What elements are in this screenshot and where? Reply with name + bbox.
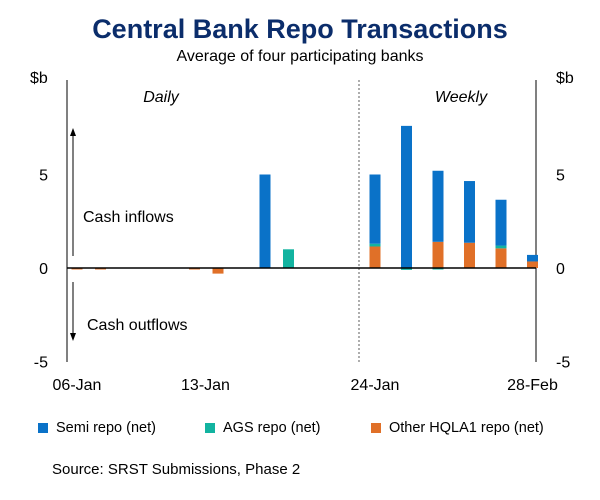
chart-subtitle: Average of four participating banks: [176, 48, 424, 65]
y-tick-label-left: -5: [34, 355, 48, 372]
bar-segment: [369, 174, 381, 244]
bar-segment: [527, 254, 538, 262]
legend-label-semi: Semi repo (net): [56, 420, 156, 436]
y-tick-label-right: 0: [556, 261, 565, 278]
x-tick-label: 28-Feb: [507, 377, 558, 394]
bar-segment: [212, 268, 224, 274]
chart-title: Central Bank Repo Transactions: [92, 14, 508, 44]
legend-label-ags: AGS repo (net): [223, 420, 321, 436]
y-tick-label-left: 5: [39, 168, 48, 185]
bar-segment: [495, 199, 507, 246]
bar-segment: [401, 268, 412, 270]
bar-segment: [259, 174, 271, 268]
bars: [71, 125, 538, 274]
annotation-cash-inflows: Cash inflows: [83, 209, 174, 226]
y-tick-label-right: 5: [556, 168, 565, 185]
x-tick-labels: 06-Jan 13-Jan 24-Jan 28-Feb: [53, 377, 558, 394]
bar-segment: [432, 170, 444, 242]
bar-segment: [401, 125, 412, 268]
legend-swatch-other: [371, 423, 381, 433]
bar-segment: [464, 181, 475, 243]
legend-label-other: Other HQLA1 repo (net): [389, 420, 544, 436]
outflow-arrowhead: [70, 333, 76, 341]
annotation-cash-outflows: Cash outflows: [87, 317, 188, 334]
source-note: Source: SRST Submissions, Phase 2: [52, 461, 301, 478]
x-tick-label: 24-Jan: [351, 377, 400, 394]
legend-item-ags: AGS repo (net): [205, 420, 321, 436]
legend-item-other: Other HQLA1 repo (net): [371, 420, 544, 436]
inflow-arrowhead: [70, 128, 76, 136]
panel-label-daily: Daily: [143, 89, 180, 106]
y-tick-label-right: -5: [556, 355, 570, 372]
bar-segment: [495, 245, 507, 249]
bar-segment: [283, 249, 294, 268]
y-tick-label-left: 0: [39, 261, 48, 278]
legend-item-semi: Semi repo (net): [38, 420, 156, 436]
x-tick-label: 13-Jan: [181, 377, 230, 394]
bar-segment: [432, 241, 444, 268]
bar-segment: [369, 246, 381, 268]
y-tick-labels-left: -5 0 5: [34, 168, 48, 372]
y-unit-left: $b: [30, 70, 48, 87]
bar-segment: [369, 243, 381, 247]
x-tick-label: 06-Jan: [53, 377, 102, 394]
legend-swatch-ags: [205, 423, 215, 433]
legend-swatch-semi: [38, 423, 48, 433]
bar-segment: [495, 248, 507, 268]
panel-label-weekly: Weekly: [435, 89, 488, 106]
bar-segment: [464, 242, 475, 268]
y-tick-labels-right: -5 0 5: [556, 168, 570, 372]
y-unit-right: $b: [556, 70, 574, 87]
bar-segment: [527, 261, 538, 268]
